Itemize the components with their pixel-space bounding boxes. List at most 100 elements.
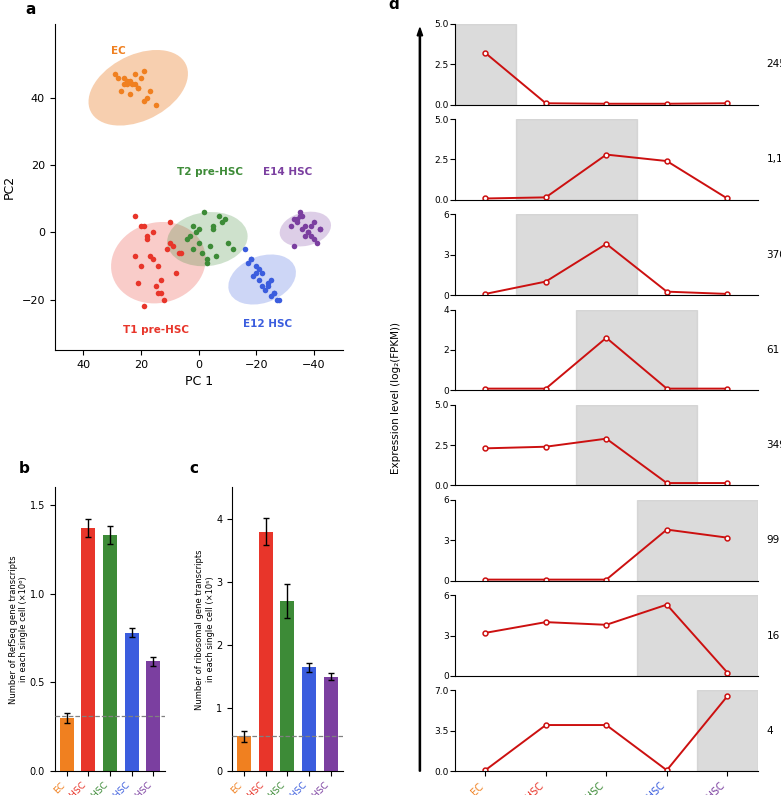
- Point: [181, 233, 194, 246]
- Text: 61: 61: [767, 345, 780, 355]
- Bar: [125, 734, 139, 771]
- Text: E14 HSC: E14 HSC: [263, 167, 312, 177]
- Point: [253, 273, 266, 286]
- Text: E12 HSC: E12 HSC: [244, 319, 292, 328]
- Text: 349: 349: [767, 440, 781, 450]
- Point: [287, 239, 300, 252]
- Point: [221, 236, 234, 249]
- Point: [296, 223, 308, 235]
- Point: [294, 206, 306, 219]
- Bar: [59, 718, 73, 771]
- Point: [267, 287, 280, 300]
- Point: [118, 78, 130, 91]
- Point: [256, 280, 269, 293]
- Point: [141, 230, 153, 242]
- Point: [302, 226, 315, 238]
- Point: [141, 91, 153, 104]
- Bar: [259, 743, 273, 771]
- Point: [305, 230, 317, 242]
- Point: [227, 243, 240, 256]
- Point: [132, 81, 144, 94]
- Point: [175, 246, 187, 259]
- Point: [146, 226, 159, 238]
- Ellipse shape: [228, 254, 296, 304]
- Point: [302, 226, 315, 238]
- Point: [244, 253, 257, 266]
- Point: [144, 250, 156, 262]
- Point: [184, 230, 196, 242]
- Point: [152, 260, 165, 273]
- Point: [285, 219, 298, 232]
- Point: [305, 219, 317, 232]
- Point: [250, 260, 262, 273]
- Point: [135, 260, 148, 273]
- Point: [207, 219, 219, 232]
- Ellipse shape: [111, 222, 205, 304]
- Text: Expression level (log₂(FPKM)): Expression level (log₂(FPKM)): [391, 321, 401, 474]
- Point: [158, 293, 170, 306]
- Point: [155, 287, 168, 300]
- Bar: [323, 677, 337, 771]
- Point: [169, 266, 182, 279]
- Point: [109, 68, 121, 80]
- Point: [115, 85, 127, 98]
- Point: [120, 78, 133, 91]
- Point: [259, 283, 271, 296]
- Point: [112, 72, 124, 84]
- Text: b: b: [20, 461, 30, 476]
- Text: T1 pre-HSC: T1 pre-HSC: [123, 325, 188, 335]
- Point: [313, 223, 326, 235]
- Point: [198, 206, 211, 219]
- Point: [137, 300, 150, 312]
- Point: [192, 223, 205, 235]
- Point: [296, 209, 308, 222]
- Point: [173, 246, 185, 259]
- Point: [294, 209, 306, 222]
- Bar: [259, 532, 273, 771]
- Point: [135, 219, 148, 232]
- Point: [204, 239, 216, 252]
- Point: [132, 81, 144, 94]
- Text: 99: 99: [767, 535, 780, 545]
- Y-axis label: Number of ribosomal gene transcripts
in each single cell (×10⁵): Number of ribosomal gene transcripts in …: [195, 549, 215, 709]
- Point: [244, 253, 257, 266]
- Text: 16: 16: [767, 630, 780, 641]
- Text: 245: 245: [767, 59, 781, 69]
- Point: [212, 209, 225, 222]
- Point: [308, 233, 320, 246]
- Point: [190, 226, 202, 238]
- Point: [149, 99, 162, 111]
- Point: [164, 236, 177, 249]
- Bar: [515, 119, 637, 200]
- Point: [299, 230, 312, 242]
- Point: [311, 236, 323, 249]
- Point: [129, 209, 141, 222]
- Point: [123, 75, 136, 87]
- Point: [155, 273, 168, 286]
- Bar: [280, 743, 294, 771]
- Point: [253, 263, 266, 276]
- Point: [166, 239, 179, 252]
- Point: [201, 256, 214, 269]
- Point: [308, 216, 320, 229]
- Point: [123, 88, 136, 101]
- Point: [137, 64, 150, 77]
- Point: [273, 293, 286, 306]
- Ellipse shape: [167, 212, 248, 266]
- Bar: [515, 215, 637, 295]
- Point: [250, 266, 262, 279]
- Point: [146, 253, 159, 266]
- Bar: [280, 601, 294, 771]
- Ellipse shape: [280, 211, 331, 246]
- Point: [291, 212, 303, 225]
- Text: 370: 370: [767, 250, 781, 260]
- Point: [210, 250, 223, 262]
- Point: [149, 280, 162, 293]
- Bar: [81, 734, 95, 771]
- Bar: [81, 528, 95, 771]
- Point: [137, 219, 150, 232]
- Point: [118, 72, 130, 84]
- Point: [187, 243, 199, 256]
- Point: [137, 95, 150, 107]
- Point: [270, 293, 283, 306]
